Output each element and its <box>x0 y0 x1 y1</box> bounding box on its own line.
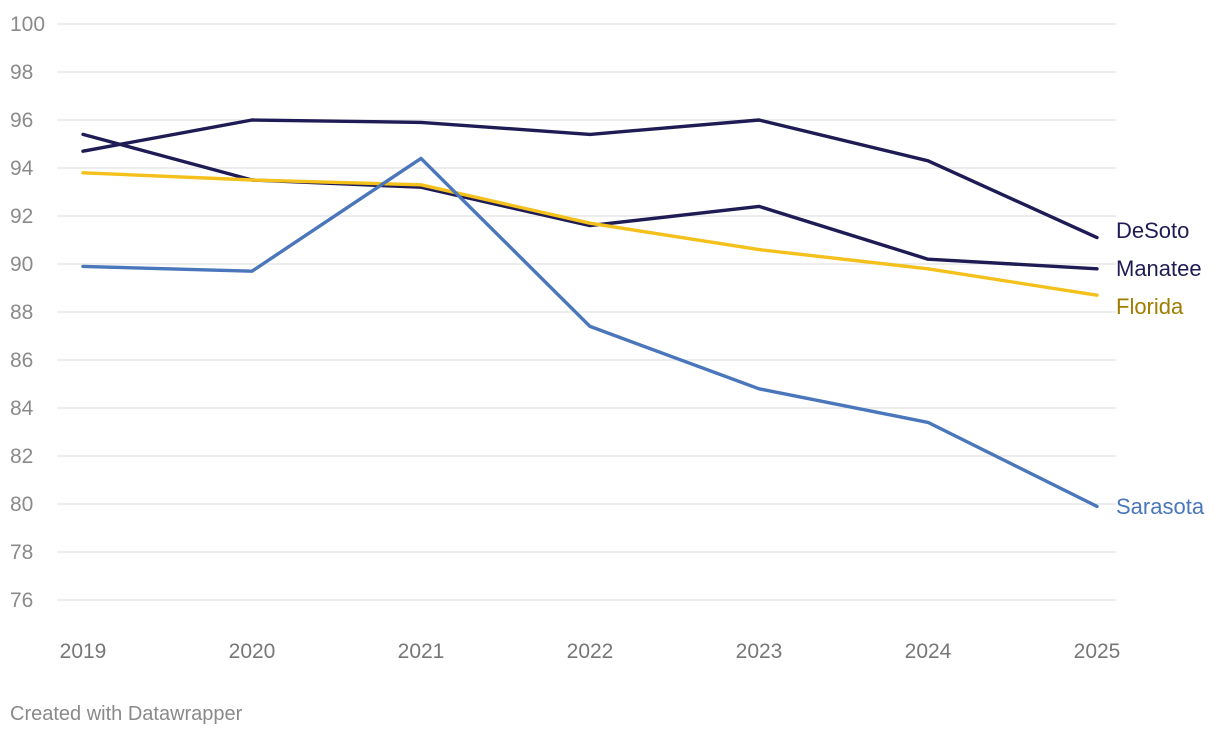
y-tick-label: 88 <box>10 301 33 324</box>
gridlines <box>57 23 1116 601</box>
y-tick-label: 94 <box>10 157 34 180</box>
y-tick-label: 82 <box>10 445 33 468</box>
x-tick-label: 2025 <box>1074 640 1121 663</box>
series-label-manatee: Manatee <box>1116 256 1202 281</box>
series-lines <box>81 118 1099 509</box>
series-labels: DeSoto Manatee Florida Sarasota <box>1116 218 1205 519</box>
series-label-florida: Florida <box>1116 294 1184 319</box>
series-label-desoto: DeSoto <box>1116 218 1189 243</box>
x-tick-label: 2021 <box>398 640 445 663</box>
y-axis: 76 78 80 82 84 86 88 90 92 94 96 98 100 <box>10 13 45 612</box>
x-tick-label: 2023 <box>736 640 783 663</box>
series-line-manatee <box>81 132 1099 271</box>
series-line-florida <box>81 171 1099 297</box>
x-tick-label: 2020 <box>229 640 276 663</box>
series-line-sarasota <box>81 156 1099 509</box>
series-label-sarasota: Sarasota <box>1116 494 1205 519</box>
y-tick-label: 80 <box>10 493 33 516</box>
series-line-desoto <box>81 118 1099 240</box>
x-axis: 2019 2020 2021 2022 2023 2024 2025 <box>60 640 1121 663</box>
y-tick-label: 86 <box>10 349 33 372</box>
y-tick-label: 90 <box>10 253 33 276</box>
y-tick-label: 98 <box>10 61 33 84</box>
x-tick-label: 2024 <box>905 640 952 663</box>
x-tick-label: 2019 <box>60 640 107 663</box>
datawrapper-credit: Created with Datawrapper <box>10 703 243 725</box>
y-tick-label: 76 <box>10 589 33 612</box>
y-tick-label: 84 <box>10 397 34 420</box>
line-chart: 76 78 80 82 84 86 88 90 92 94 96 98 100 2019 2020 2021… <box>10 13 1205 663</box>
y-tick-label: 92 <box>10 205 33 228</box>
y-tick-label: 96 <box>10 109 33 132</box>
x-tick-label: 2022 <box>567 640 614 663</box>
y-tick-label: 78 <box>10 541 33 564</box>
y-tick-label: 100 <box>10 13 45 36</box>
